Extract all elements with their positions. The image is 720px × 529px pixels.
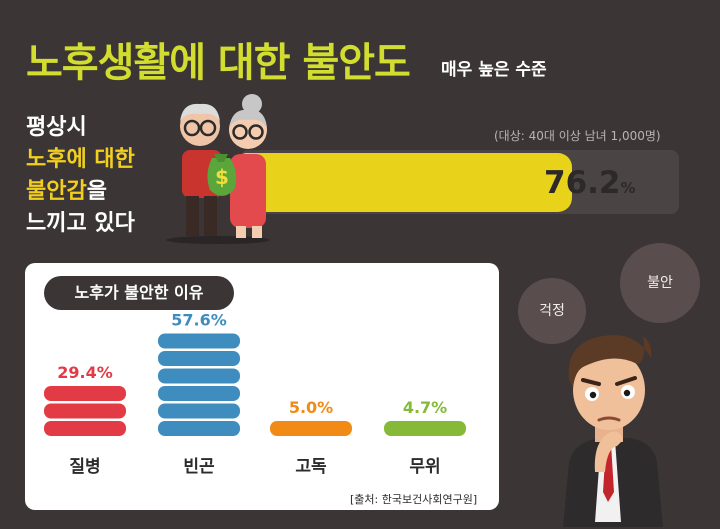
value-label-poverty: 57.6% <box>171 311 227 330</box>
stat-line-3: 불안감을 <box>26 176 135 208</box>
bar-illness-segment <box>44 403 126 419</box>
bar-loneliness-segment <box>270 421 352 436</box>
bar-poverty-segment <box>158 421 240 436</box>
stat-value-number: 76.2 <box>544 165 621 201</box>
stat-line-2: 노후에 대한 <box>26 147 135 172</box>
category-label-poverty: 빈곤 <box>183 457 215 477</box>
value-label-illness: 29.4% <box>57 363 113 382</box>
stat-line-3-highlight: 불안감 <box>26 179 87 204</box>
source-note: [출처: 한국보건사회연구원] <box>350 493 478 506</box>
category-label-idleness: 무위 <box>409 457 441 477</box>
category-label-illness: 질병 <box>69 457 101 477</box>
page-title: 노후생활에 대한 불안도 <box>26 40 411 86</box>
bar-illness-segment <box>44 386 126 401</box>
worried-man-illustration <box>563 334 663 527</box>
stat-line-3-rest: 을 <box>86 179 107 204</box>
stat-bar-fill <box>240 153 573 212</box>
stat-value-unit: % <box>620 179 636 197</box>
bar-poverty-segment <box>158 333 240 349</box>
bar-poverty-segment <box>158 386 240 401</box>
survey-note: (대상: 40대 이상 남녀 1,000명) <box>494 129 661 143</box>
bar-poverty-segment <box>158 368 240 384</box>
value-label-loneliness: 5.0% <box>289 398 333 417</box>
thought-bubble-worry: 걱정 <box>518 278 586 344</box>
bar-illness-segment <box>44 421 126 436</box>
bar-idleness-segment <box>384 421 466 436</box>
category-label-loneliness: 고독 <box>295 457 327 477</box>
bar-poverty-segment <box>158 351 240 366</box>
stat-line-1: 평상시 <box>26 115 87 140</box>
page-subtitle: 매우 높은 수준 <box>441 60 547 80</box>
stat-line-4: 느끼고 있다 <box>26 211 135 236</box>
svg-text:$: $ <box>215 165 229 189</box>
thought-bubble-anxiety: 불안 <box>620 243 700 323</box>
bar-poverty-segment <box>158 403 240 419</box>
elderly-couple-illustration: $ <box>166 94 270 244</box>
value-label-idleness: 4.7% <box>403 398 447 417</box>
chart-title: 노후가 불안한 이유 <box>44 276 234 310</box>
stat-bar-value: 76.2% <box>544 165 636 201</box>
stat-statement: 평상시 노후에 대한 불안감을 느끼고 있다 <box>26 112 135 240</box>
